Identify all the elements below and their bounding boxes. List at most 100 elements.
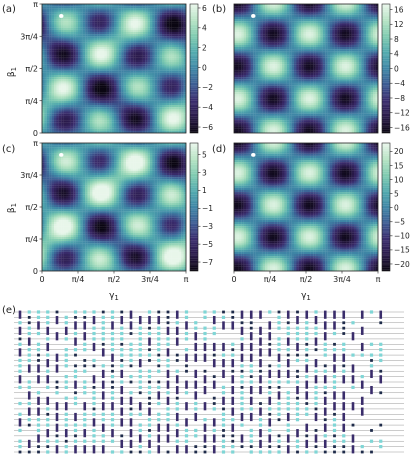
heatmap-cell (111, 8, 115, 11)
heatmap-cell (253, 92, 256, 95)
heatmap-cell (260, 81, 263, 84)
heatmap-cell (58, 70, 62, 73)
heatmap-cell (140, 94, 143, 97)
heatmap-cell (174, 55, 177, 58)
heatmap-cell (248, 94, 251, 97)
heatmap-cell (138, 16, 141, 20)
heatmap-cell (255, 98, 259, 101)
heatmap-cell (272, 4, 275, 7)
heatmap-cell (159, 55, 163, 58)
heatmap-cell (248, 130, 251, 133)
heatmap-cell (262, 81, 266, 84)
heatmap-cell (138, 23, 141, 26)
heatmap-cell (135, 66, 139, 69)
heatmap-cell (56, 14, 59, 18)
heatmap-cell (49, 47, 52, 50)
heatmap-cell (262, 47, 266, 50)
heatmap-cell (87, 94, 91, 97)
heatmap-cell (176, 83, 179, 86)
heatmap-cell (51, 14, 55, 18)
heatmap-cell (140, 29, 143, 33)
heatmap-cell (56, 126, 59, 129)
heatmap-cell (246, 34, 249, 37)
heatmap-cell (68, 12, 71, 15)
heatmap-cell (51, 105, 55, 108)
heatmap-cell (80, 19, 83, 22)
heatmap-cell (246, 16, 249, 20)
heatmap-cell (80, 66, 83, 69)
heatmap-cell (75, 94, 79, 97)
heatmap-cell (260, 8, 263, 11)
heatmap-cell (258, 81, 261, 84)
heatmap-cell (166, 81, 170, 84)
heatmap-cell (250, 111, 254, 114)
heatmap-cell (114, 90, 117, 93)
heatmap-cell (253, 36, 256, 39)
heatmap-cell (178, 70, 182, 73)
heatmap-cell (260, 105, 263, 108)
heatmap-cell (174, 124, 177, 127)
heatmap-cell (241, 85, 244, 88)
heatmap-cell (109, 51, 112, 54)
heatmap-cell (270, 72, 273, 76)
heatmap-cell (159, 94, 163, 97)
heatmap-cell (78, 122, 81, 125)
heatmap-cell (178, 38, 182, 41)
heatmap-cell (181, 122, 184, 125)
heatmap-cell (183, 102, 186, 106)
heatmap-cell (135, 29, 139, 33)
heatmap-cell (99, 29, 103, 33)
heatmap-cell (176, 6, 179, 9)
heatmap-cell (118, 122, 122, 125)
heatmap-cell (164, 81, 167, 84)
heatmap-cell (250, 44, 254, 48)
heatmap-cell (118, 72, 122, 76)
heatmap-cell (267, 62, 271, 65)
colorbar-step (190, 81, 198, 83)
heatmap-cell (82, 111, 86, 114)
heatmap-cell (114, 96, 117, 99)
heatmap-cell (154, 42, 158, 45)
heatmap-cell (56, 113, 59, 116)
heatmap-cell (85, 6, 88, 9)
heatmap-cell (169, 98, 172, 101)
heatmap-cell (54, 19, 57, 22)
heatmap-cell (166, 38, 170, 41)
heatmap-cell (133, 51, 136, 54)
heatmap-cell (246, 79, 249, 82)
heatmap-cell (138, 111, 141, 114)
heatmap-cell (243, 31, 247, 35)
heatmap-cell (85, 79, 88, 82)
heatmap-cell (241, 27, 244, 30)
heatmap-cell (90, 122, 93, 125)
heatmap-cell (270, 6, 273, 9)
heatmap-cell (234, 81, 237, 84)
heatmap-cell (51, 66, 55, 69)
heatmap-cell (265, 10, 268, 13)
heatmap-cell (171, 10, 175, 13)
heatmap-cell (54, 90, 57, 93)
heatmap-cell (157, 94, 160, 97)
heatmap-cell (262, 14, 266, 18)
heatmap-cell (73, 53, 76, 56)
heatmap-cell (63, 66, 67, 69)
heatmap-cell (159, 49, 163, 52)
heatmap-cell (236, 23, 239, 26)
heatmap-cell (255, 130, 259, 133)
heatmap-cell (267, 128, 271, 131)
heatmap-cell (150, 124, 153, 127)
heatmap-cell (94, 10, 98, 13)
heatmap-cell (73, 100, 76, 104)
heatmap-cell (255, 64, 259, 67)
colorbar-step (190, 60, 198, 63)
heatmap-cell (114, 4, 117, 7)
heatmap-cell (169, 38, 172, 41)
heatmap-cell (176, 111, 179, 114)
heatmap-cell (258, 128, 261, 131)
heatmap-cell (56, 23, 59, 26)
heatmap-cell (92, 115, 95, 119)
heatmap-cell (262, 16, 266, 20)
heatmap-cell (267, 87, 271, 91)
heatmap-cell (157, 25, 160, 28)
heatmap-cell (138, 126, 141, 129)
